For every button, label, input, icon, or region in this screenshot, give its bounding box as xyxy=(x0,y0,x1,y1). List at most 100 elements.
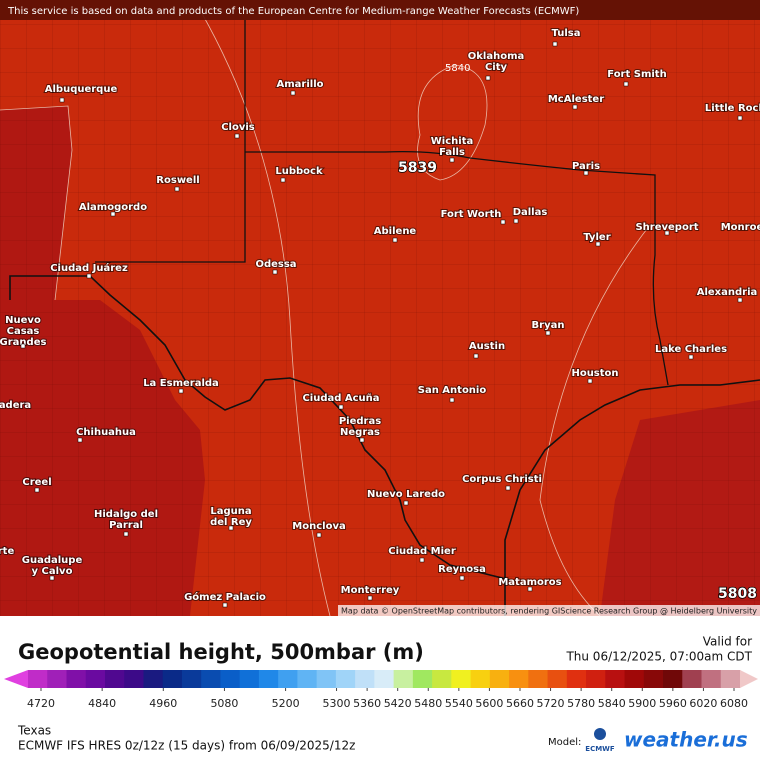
city-label-line: Ciudad Mier xyxy=(388,546,456,557)
city-label-line: Roswell xyxy=(156,175,199,186)
colorbar-swatch xyxy=(239,670,260,688)
city-label: Oklahoma City xyxy=(468,51,524,73)
colorbar-tick-label: 5900 xyxy=(628,697,656,710)
colorbar-tick-label: 5300 xyxy=(323,697,351,710)
city-label-line: Little Rock xyxy=(705,103,760,114)
ecmwf-logo xyxy=(594,728,606,740)
city-dot xyxy=(20,343,26,349)
city-label-line: Gómez Palacio xyxy=(184,591,266,603)
contour-label: 5808 xyxy=(718,586,757,602)
city-label-line: Paris xyxy=(572,161,600,172)
city-dot xyxy=(459,575,465,581)
colorbar-swatch xyxy=(432,670,452,688)
city-label-line: Falls xyxy=(439,147,465,158)
city-label: Roswell xyxy=(156,175,199,186)
city-dot xyxy=(505,485,511,491)
city-dot xyxy=(338,404,344,410)
colorbar-tick-label: 4720 xyxy=(27,697,55,710)
city-label-line: Guadalupe xyxy=(22,555,83,566)
city-label-line: Abilene xyxy=(374,226,417,237)
colorbar-swatch xyxy=(124,670,144,688)
city-label-line: La Esmeralda xyxy=(143,378,219,389)
city-label: Creel xyxy=(22,477,51,488)
city-label-line: Tulsa xyxy=(552,28,581,39)
city-label-line: Casas xyxy=(7,326,40,337)
colorbar-swatch xyxy=(316,670,337,688)
colorbar-swatch xyxy=(143,670,164,688)
colorbar-swatch xyxy=(278,670,298,688)
city-dot xyxy=(222,602,228,608)
contour-lines xyxy=(0,9,651,617)
city-dot xyxy=(485,75,491,81)
city-dot xyxy=(737,115,743,121)
city-label: Corpus Christi xyxy=(462,474,542,485)
city-label: adera xyxy=(0,400,31,411)
city-dot xyxy=(583,170,589,176)
colorbar-tick-label: 5720 xyxy=(537,697,565,710)
brand: weather.us xyxy=(624,728,748,752)
colorbar-swatch xyxy=(412,670,433,688)
contour-label: 5839 xyxy=(398,160,437,176)
colorbar-tick-label: 5080 xyxy=(210,697,238,710)
city-label-line: Amarillo xyxy=(277,79,324,90)
city-label-line: Albuquerque xyxy=(45,84,118,95)
city-label: Austin xyxy=(469,341,505,352)
city-label-line: adera xyxy=(0,400,31,411)
city-label: Paris xyxy=(572,161,600,172)
city-dot xyxy=(473,353,479,359)
city-label-line: Laguna xyxy=(210,506,251,517)
colorbar-swatch xyxy=(66,670,87,688)
city-label-line: Tyler xyxy=(583,232,610,243)
city-label-line: Reynosa xyxy=(438,564,486,575)
colorbar-swatch xyxy=(489,670,510,688)
city-dot xyxy=(688,354,694,360)
city-label: Piedras Negras xyxy=(339,416,381,438)
colorbar-swatch xyxy=(162,670,183,688)
city-dot xyxy=(392,237,398,243)
city-label-line: City xyxy=(485,62,508,73)
city-label-line: Wichita xyxy=(431,136,473,147)
city-label: Fort Worth xyxy=(441,209,502,220)
city-dot xyxy=(545,330,551,336)
city-dot xyxy=(316,532,322,538)
colorbar-tick-label: 5420 xyxy=(384,697,412,710)
city-label-line: Nuevo Laredo xyxy=(367,489,445,500)
city-dot xyxy=(174,186,180,192)
colorbar-tick-label: 5660 xyxy=(506,697,534,710)
colorbar-arrow xyxy=(4,670,28,688)
city-label-line: Negras xyxy=(340,427,380,438)
city-label-line: Creel xyxy=(22,477,51,488)
city-dot xyxy=(49,575,55,581)
city-dot xyxy=(595,241,601,247)
colorbar-swatch xyxy=(297,670,318,688)
colorbar-swatch xyxy=(509,670,529,688)
city-label: Chihuahua xyxy=(76,427,136,438)
banner-bg xyxy=(0,0,760,20)
coastline xyxy=(504,379,760,616)
city-dot xyxy=(110,211,116,217)
city-label-line: Ciudad Acuña xyxy=(302,393,379,404)
city-label: Reynosa xyxy=(438,564,486,575)
colorbar-tick-label: 5600 xyxy=(475,697,503,710)
colorbar-swatch xyxy=(605,670,626,688)
region: Texas xyxy=(17,724,51,738)
city-label: Houston xyxy=(571,368,618,379)
colorbar-swatch xyxy=(470,670,491,688)
colorbar-swatch xyxy=(374,670,395,688)
colorbar-tick-label: 6020 xyxy=(689,697,717,710)
city-label: Laguna del Rey xyxy=(210,506,252,528)
city-dot xyxy=(513,218,519,224)
city-dot xyxy=(572,104,578,110)
city-label-line: San Antonio xyxy=(418,385,487,396)
colorbar-swatch xyxy=(104,670,125,688)
legend-title: Geopotential height, 500mbar (m) xyxy=(18,640,424,664)
colorbar-tick-label: 5540 xyxy=(445,697,473,710)
city-label-line: del Rey xyxy=(210,517,252,528)
state-borders xyxy=(95,20,669,386)
colorbar-swatch xyxy=(451,670,472,688)
colorbar-swatch xyxy=(258,670,279,688)
city-label: Ciudad Mier xyxy=(388,546,456,557)
city-label-line: Houston xyxy=(571,368,618,379)
colorbar-swatch xyxy=(393,670,414,688)
colorbar-swatch xyxy=(528,670,549,688)
